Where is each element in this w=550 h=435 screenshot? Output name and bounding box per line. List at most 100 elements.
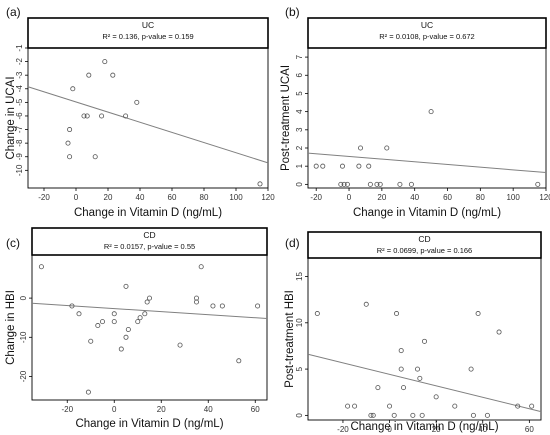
panel-letter: (a)	[6, 5, 21, 19]
data-point	[356, 163, 362, 169]
plot-frame	[307, 47, 547, 189]
y-axis-title: Change in HBI	[5, 290, 17, 365]
x-tick-label: 20	[104, 193, 113, 202]
panel-c: (c) CD R² = 0.0157, p-value = 0.55 -20 0 20 40…	[5, 227, 268, 430]
data-point	[38, 264, 44, 270]
y-tick-label: -6	[15, 112, 24, 120]
data-point	[338, 181, 344, 187]
x-tick-label: 40	[410, 193, 419, 202]
y-tick-label: 2	[295, 145, 304, 150]
data-point	[468, 366, 474, 372]
x-tick-label: -20	[38, 193, 50, 202]
panel-d: (d) CD R² = 0.0699, p-value = 0.166 -20 0 20 4…	[284, 231, 542, 434]
data-point	[123, 334, 129, 340]
x-tick-label: 0	[347, 193, 352, 202]
data-point	[363, 301, 369, 307]
data-point	[339, 163, 345, 169]
data-point	[69, 303, 75, 309]
data-point	[65, 140, 71, 146]
y-tick-label: 5	[295, 91, 304, 96]
y-tick-label: 10	[295, 318, 304, 327]
data-point	[313, 163, 319, 169]
plot-frame	[27, 47, 269, 189]
data-point	[515, 403, 521, 409]
x-tick-label: -20	[337, 425, 349, 434]
panel-a: (a) UC R² = 0.136, p-value = 0.159 -20 0 20 40…	[5, 5, 275, 219]
data-point	[391, 412, 397, 418]
data-point	[535, 181, 541, 187]
y-tick-label: -10	[19, 331, 28, 343]
y-tick-label: -8	[15, 139, 24, 147]
y-tick-label: -5	[15, 98, 24, 106]
x-tick-label: 20	[157, 405, 166, 414]
y-tick-label: -4	[15, 85, 24, 93]
data-point	[320, 163, 326, 169]
y-tick-label: 0	[295, 182, 304, 187]
data-point	[92, 154, 98, 160]
y-tick-label: 5	[295, 366, 304, 371]
strip-box	[27, 17, 269, 49]
panel-letter: (b)	[285, 5, 300, 19]
data-point	[95, 323, 101, 329]
stats-annotation: R² = 0.0108, p-value = 0.672	[379, 32, 474, 41]
y-tick-label: 0	[19, 295, 28, 300]
data-point	[384, 145, 390, 151]
data-point	[144, 299, 150, 305]
data-point	[67, 127, 73, 133]
data-point	[394, 311, 400, 317]
data-point	[417, 375, 423, 381]
x-tick-label: 40	[204, 405, 213, 414]
x-tick-label: 40	[136, 193, 145, 202]
data-point	[428, 109, 434, 115]
data-point	[146, 295, 152, 301]
x-tick-label: 20	[432, 425, 441, 434]
regression-line	[27, 86, 269, 164]
y-tick-label: -9	[15, 153, 24, 161]
data-point	[118, 346, 124, 352]
data-point	[198, 264, 204, 270]
data-point	[137, 315, 143, 321]
data-point	[366, 163, 372, 169]
x-tick-label: 120	[539, 193, 550, 202]
data-point	[368, 412, 374, 418]
x-axis-title: Change in Vitamin D (ng/mL)	[75, 418, 223, 430]
data-point	[125, 326, 131, 332]
data-point	[85, 389, 91, 395]
data-point	[123, 113, 129, 119]
x-axis-title: Change in Vitamin D (ng/mL)	[353, 207, 501, 219]
y-tick-label: 6	[295, 72, 304, 77]
y-tick-label: -3	[15, 71, 24, 79]
x-axis-title: Change in Vitamin D (ng/mL)	[350, 421, 498, 433]
data-point	[452, 403, 458, 409]
x-tick-label: 100	[229, 193, 243, 202]
regression-line	[307, 353, 542, 413]
strip-title: UC	[421, 20, 433, 30]
x-tick-label: 40	[478, 425, 487, 434]
y-tick-label: -1	[15, 44, 24, 52]
y-tick-label: 15	[295, 272, 304, 281]
data-point	[123, 283, 129, 289]
x-tick-label: 60	[251, 405, 260, 414]
data-point	[111, 319, 117, 325]
data-point	[419, 412, 425, 418]
stats-annotation: R² = 0.0699, p-value = 0.166	[377, 246, 472, 255]
x-tick-label: 60	[525, 425, 534, 434]
regression-line	[31, 302, 268, 319]
x-tick-label: 0	[74, 193, 79, 202]
strip-box	[307, 17, 547, 49]
y-tick-label: -2	[15, 57, 24, 65]
data-point	[100, 319, 106, 325]
data-point	[367, 181, 373, 187]
x-tick-label: 60	[443, 193, 452, 202]
y-tick-label: -10	[15, 164, 24, 176]
strip-title: UC	[142, 20, 154, 30]
data-point	[410, 412, 416, 418]
y-tick-label: 0	[295, 413, 304, 418]
data-point	[397, 181, 403, 187]
y-tick-label: 3	[295, 127, 304, 132]
y-axis-title: Change in UCAI	[5, 76, 17, 159]
data-point	[177, 342, 183, 348]
x-tick-label: 100	[506, 193, 520, 202]
